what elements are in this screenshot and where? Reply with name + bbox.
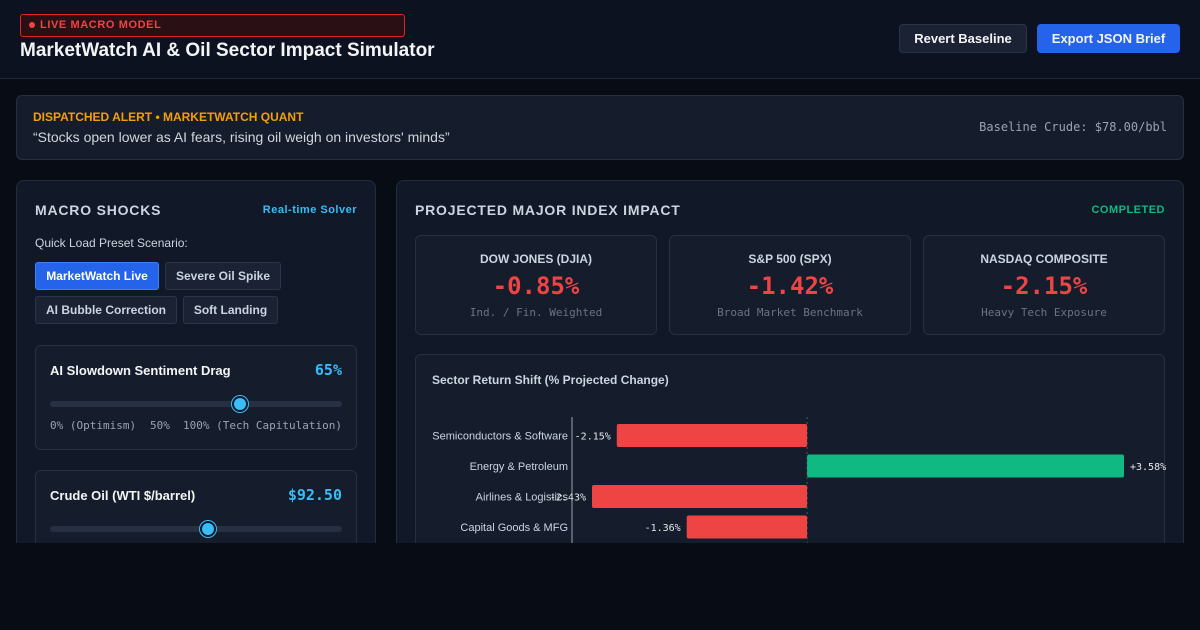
chart-title: Sector Return Shift (% Projected Change) bbox=[432, 373, 669, 387]
index-value: -1.42% bbox=[746, 272, 834, 300]
slider-title: Crude Oil (WTI $/barrel) bbox=[50, 488, 196, 503]
index-impact-panel: PROJECTED MAJOR INDEX IMPACT COMPLETED D… bbox=[396, 180, 1184, 560]
slider-value: $92.50 bbox=[287, 486, 342, 504]
index-name: NASDAQ COMPOSITE bbox=[980, 252, 1108, 266]
data-label: +3.58% bbox=[1130, 462, 1166, 473]
index-name: DOW JONES (DJIA) bbox=[479, 252, 592, 266]
index-note: Broad Market Benchmark bbox=[717, 306, 863, 319]
live-badge-label: LIVE MACRO MODEL bbox=[40, 19, 162, 31]
status-badge: COMPLETED bbox=[1091, 204, 1165, 216]
baseline-crude: Baseline Crude: $78.00/bbl bbox=[979, 120, 1167, 134]
preset-severe-oil-spike[interactable]: Severe Oil Spike bbox=[165, 262, 281, 290]
sector-bar bbox=[686, 515, 808, 539]
preset-soft-landing[interactable]: Soft Landing bbox=[183, 296, 278, 324]
slider-tick-mid: 50% bbox=[150, 419, 170, 432]
data-label: -2.15% bbox=[575, 432, 611, 443]
preset-label: Quick Load Preset Scenario: bbox=[35, 236, 188, 250]
live-dot-icon bbox=[29, 22, 35, 28]
slider-tick-max: 100% (Tech Capitulation) bbox=[183, 419, 342, 432]
sector-chart: Sector Return Shift (% Projected Change)… bbox=[415, 354, 1166, 559]
data-label: -1.36% bbox=[645, 523, 681, 534]
slider-value: 65% bbox=[314, 361, 342, 379]
index-name: S&P 500 (SPX) bbox=[748, 252, 832, 266]
alert-quote: “Stocks open lower as AI fears, rising o… bbox=[33, 129, 450, 145]
panel-title: PROJECTED MAJOR INDEX IMPACT bbox=[415, 202, 681, 218]
sector-bar bbox=[807, 454, 1124, 478]
slider-thumb[interactable] bbox=[231, 396, 248, 412]
index-card-djia: DOW JONES (DJIA) -0.85% Ind. / Fin. Weig… bbox=[415, 235, 657, 335]
category-label: Semiconductors & Software bbox=[432, 431, 568, 443]
preset-marketwatch-live[interactable]: MarketWatch Live bbox=[35, 262, 159, 290]
index-value: -2.15% bbox=[1000, 272, 1088, 300]
macro-shocks-panel: MACRO SHOCKS Real-time Solver Quick Load… bbox=[16, 180, 376, 560]
crude-oil-slider[interactable] bbox=[50, 526, 342, 532]
solver-tag: Real-time Solver bbox=[262, 204, 357, 216]
live-badge: LIVE MACRO MODEL bbox=[20, 14, 405, 37]
category-label: Capital Goods & MFG bbox=[460, 522, 568, 534]
preset-ai-bubble-correction[interactable]: AI Bubble Correction bbox=[35, 296, 177, 324]
alert-kicker: DISPATCHED ALERT • MARKETWATCH QUANT bbox=[33, 110, 304, 124]
page-background bbox=[0, 543, 1200, 630]
sector-bar bbox=[616, 424, 808, 447]
index-note: Heavy Tech Exposure bbox=[981, 306, 1107, 319]
slider-tick-min: 0% (Optimism) bbox=[50, 419, 137, 432]
app-title: MarketWatch AI & Oil Sector Impact Simul… bbox=[20, 40, 435, 61]
app-header: LIVE MACRO MODEL MarketWatch AI & Oil Se… bbox=[0, 0, 1200, 79]
alert-banner: DISPATCHED ALERT • MARKETWATCH QUANT “St… bbox=[16, 95, 1184, 160]
panel-title: MACRO SHOCKS bbox=[35, 202, 162, 218]
index-card-spx: S&P 500 (SPX) -1.42% Broad Market Benchm… bbox=[669, 235, 911, 335]
revert-baseline-button[interactable]: Revert Baseline bbox=[899, 24, 1027, 53]
category-label: Airlines & Logistics bbox=[476, 492, 569, 504]
sector-bar-chart: Semiconductors & Software -2.15% Energy & … bbox=[432, 417, 1166, 559]
ai-sentiment-slider[interactable] bbox=[50, 401, 342, 407]
data-label: -2.43% bbox=[550, 493, 586, 504]
index-value: -0.85% bbox=[492, 272, 580, 300]
index-note: Ind. / Fin. Weighted bbox=[469, 306, 603, 319]
sector-bar bbox=[592, 485, 808, 508]
slider-title: AI Slowdown Sentiment Drag bbox=[50, 363, 231, 378]
index-card-nasdaq: NASDAQ COMPOSITE -2.15% Heavy Tech Expos… bbox=[923, 235, 1165, 335]
category-label: Energy & Petroleum bbox=[470, 461, 568, 473]
export-json-button[interactable]: Export JSON Brief bbox=[1037, 24, 1180, 53]
ai-sentiment-card: AI Slowdown Sentiment Drag 65% 0% (Optim… bbox=[35, 345, 357, 450]
slider-thumb[interactable] bbox=[199, 521, 216, 537]
